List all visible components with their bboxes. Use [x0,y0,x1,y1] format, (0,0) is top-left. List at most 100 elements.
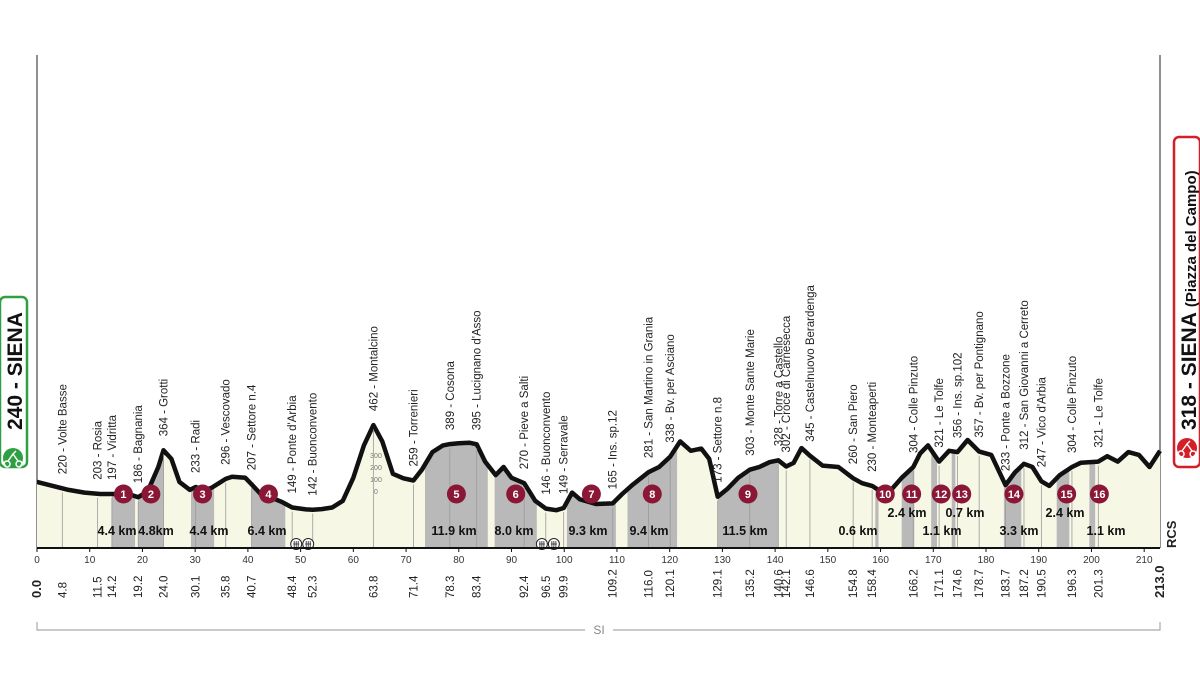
town-label: 230 - Monteaperti [867,382,879,472]
km-label: 24.0 [159,576,171,598]
sector-length-label: 1.1 km [1087,524,1126,538]
km-label: 14.2 [107,576,119,598]
km-label: 190.5 [1036,569,1048,598]
town-label: 270 - Pieve a Salti [519,376,531,469]
sector-number: 8 [649,489,655,501]
x-tick-label: 20 [137,555,149,566]
km-label: 35.8 [221,576,233,598]
x-tick-label: 100 [556,555,573,566]
sector-area [566,493,616,548]
km-label: 71.4 [408,575,420,598]
km-label: 154.8 [848,569,860,598]
sector-length-label: 6.4 km [248,524,287,538]
town-label: 197 - Vidritta [107,414,119,480]
sector-area [717,460,779,548]
km-label: 158.4 [867,569,879,598]
sector-length-label: 0.7 km [946,506,985,520]
feed-zone-icon-detail [293,541,300,547]
town-label: 165 - Ins. sp.12 [608,410,620,489]
sector-length-label: 8.0 km [495,524,534,538]
altitude-scale-label: 100 [370,477,382,484]
km-label: 166.2 [908,569,920,598]
x-tick-label: 60 [348,555,360,566]
x-tick-label: 130 [714,555,731,566]
sector-length-label: 0.6 km [839,524,878,538]
x-tick-label: 210 [1136,555,1153,566]
town-label: 304 - Colle Pinzuto [1067,356,1079,453]
km-label: 129.1 [713,569,725,598]
sector-number: 10 [879,489,891,501]
sector-length-label: 4.4 km [98,524,137,538]
sector-number-marker [581,484,601,504]
feed-zone-icon-detail [538,541,545,547]
x-tick-label: 10 [84,555,96,566]
town-label: 233 - Ponte a Bozzone [1001,354,1013,471]
x-tick-label: 180 [978,555,995,566]
km-label: 92.4 [519,575,531,598]
sector-number: 15 [1061,489,1073,501]
km-label: 142.1 [781,569,793,598]
sector-length-label: 2.4 km [1046,506,1085,520]
profile-area [37,425,1160,548]
km-label: 174.6 [953,569,965,598]
km-label: 78.3 [445,576,457,598]
town-label: 345 - Castelnuovo Berardenga [805,284,817,441]
x-tick-label: 40 [242,555,254,566]
town-label: 142 - Buonconvento [308,393,320,496]
sector-number-marker [875,484,895,504]
town-label: 357 - Bv. per Pontignano [974,311,986,437]
km-label: 135.2 [745,569,757,598]
start-badge: 240 - SIENA [0,295,29,469]
km-label: 178.7 [974,569,986,598]
x-tick-label: 170 [925,555,942,566]
km-label: 183.7 [1001,569,1013,598]
town-label: 356 - Ins. sp.102 [953,352,965,438]
sector-number-marker [642,484,662,504]
km-label: 48.4 [287,575,299,598]
sector-length-label: 3.3 km [1000,524,1039,538]
sector-area [875,487,879,548]
km-label: 187.2 [1019,569,1031,598]
x-tick-label: 50 [295,555,307,566]
km-label: 171.1 [934,569,946,598]
km-label: 109.2 [608,569,620,598]
km-label: 140.6 [773,569,785,598]
town-label: 338 - Bv. per Asciano [665,334,677,442]
sector-number-marker [1089,484,1109,504]
town-label: 321 - Le Tolfe [1093,378,1105,447]
sector-number: 16 [1093,489,1105,501]
x-tick-label: 90 [506,555,518,566]
town-label: 207 - Settore n.4 [247,384,259,470]
finish-badge: 318 - SIENA (Piazza del Campo) [1172,135,1200,469]
sector-length-label: 9.3 km [569,524,608,538]
sector-area [111,494,136,548]
km-label: 83.4 [472,575,484,598]
sector-number-marker [506,484,526,504]
sector-area [1089,461,1096,548]
sector-number: 5 [453,489,459,501]
km-label: 11.5 [93,576,105,598]
sector-number: 3 [199,489,205,501]
sector-length-label: 11.9 km [431,524,476,538]
x-tick-label: 140 [767,555,784,566]
km-label: 146.6 [805,569,817,598]
x-tick-label: 0 [34,555,40,566]
sector-number: 4 [265,489,272,501]
sector-number-marker [1057,484,1077,504]
sector-number-marker [446,484,466,504]
sector-length-label: 1.1 km [923,524,962,538]
sector-length-label: 9.4 km [630,524,669,538]
town-label: 296 - Vescovado [221,379,233,465]
sector-length-label: 2.4 km [888,506,927,520]
km-label: 196.3 [1067,569,1079,598]
finish-label: 318 - SIENA (Piazza del Campo) [1178,170,1200,430]
sector-length-label: 11.5 km [722,524,767,538]
km-label: 96.5 [541,576,553,598]
x-tick-label: 30 [190,555,202,566]
x-tick-label: 190 [1030,555,1047,566]
x-tick-label: 70 [400,555,412,566]
km-label: 30.1 [191,576,203,598]
town-label: 321 - Le Tolfe [934,378,946,447]
x-tick-label: 120 [661,555,678,566]
